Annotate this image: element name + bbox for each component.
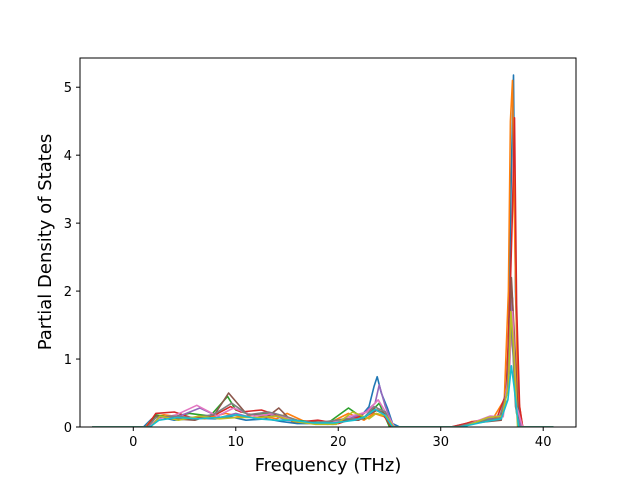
x-axis-ticks: 0 10 20 30 40 <box>129 427 551 450</box>
series-layer <box>92 74 554 427</box>
y-tick-label: 1 <box>64 353 72 368</box>
y-axis-label: Partial Density of States <box>35 134 56 351</box>
x-axis-label: Frequency (THz) <box>255 455 402 476</box>
x-tick-label: 0 <box>129 435 137 450</box>
plot-frame <box>79 57 577 428</box>
series-line-10 <box>92 365 554 427</box>
x-tick-label: 40 <box>535 435 552 450</box>
y-tick-label: 3 <box>64 217 72 232</box>
x-tick-label: 10 <box>227 435 244 450</box>
y-tick-label: 2 <box>64 285 72 300</box>
x-tick-label: 30 <box>432 435 449 450</box>
y-tick-label: 0 <box>64 421 72 436</box>
y-tick-label: 5 <box>64 81 72 96</box>
x-tick-label: 20 <box>330 435 347 450</box>
y-tick-label: 4 <box>64 149 72 164</box>
y-axis-ticks: 0 1 2 3 4 5 <box>64 81 80 436</box>
series-line-9 <box>92 310 554 427</box>
